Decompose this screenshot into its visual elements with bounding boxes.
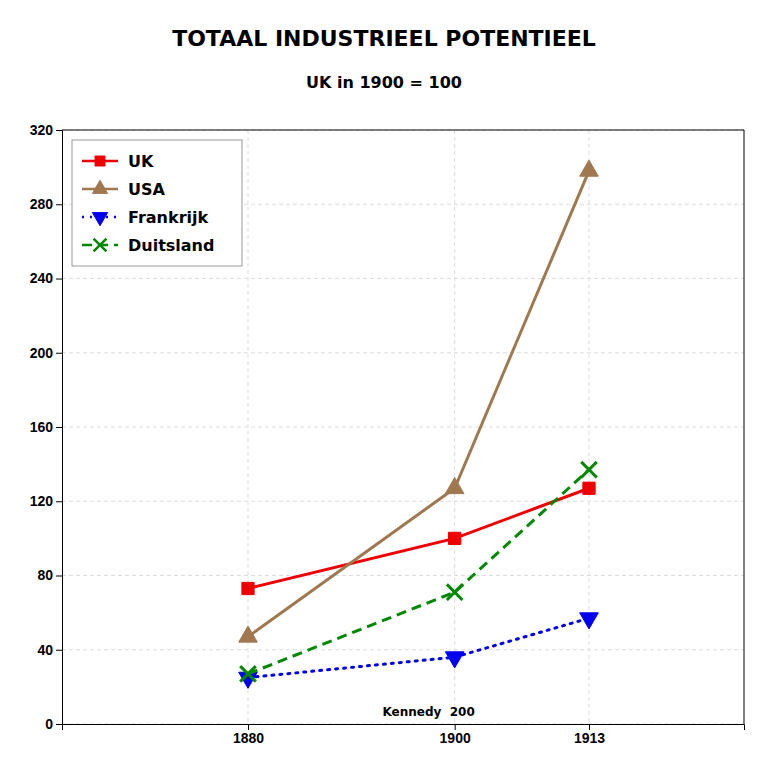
- chart: TOTAAL INDUSTRIEEL POTENTIEEL UK in 1900 …: [0, 0, 768, 768]
- tick-label: 1913: [574, 730, 605, 746]
- tick: 160: [30, 419, 62, 435]
- x-axis: 1880 1900 1913: [63, 724, 745, 746]
- plot: 1880 1900 1913 0 40 80 120 160 200 240 280 320 Kenne…: [30, 122, 745, 746]
- marker: [445, 478, 464, 494]
- marker: [580, 160, 599, 176]
- marker: [445, 652, 464, 668]
- grid-line: [62, 352, 744, 353]
- tick: 120: [30, 493, 62, 509]
- legend-marker: [92, 213, 107, 226]
- tick: 1913: [574, 724, 605, 746]
- legend-item: Frankrijk: [82, 208, 208, 227]
- tick-mark: [56, 576, 62, 577]
- tick-label: 0: [45, 716, 53, 732]
- tick: 80: [37, 567, 62, 583]
- marks: [239, 160, 599, 688]
- legend-item: UK: [82, 152, 154, 171]
- marker: [449, 532, 461, 544]
- tick-label: 1900: [440, 730, 471, 746]
- tick-mark: [56, 353, 62, 354]
- grid-line: [62, 649, 744, 650]
- grid-line: [62, 575, 744, 576]
- marker: [583, 482, 595, 494]
- legend-label: UK: [128, 152, 154, 171]
- axis-line: [63, 725, 745, 731]
- legend: UK USA Frankrijk Duitsland: [72, 140, 242, 266]
- series-line: [248, 470, 589, 674]
- legend-item: USA: [82, 180, 166, 199]
- series-line: [248, 171, 589, 637]
- legend-label: Frankrijk: [128, 208, 208, 227]
- tick-mark: [56, 427, 62, 428]
- marker: [580, 613, 599, 629]
- marker: [447, 584, 463, 600]
- tick-mark: [56, 279, 62, 280]
- tick: 1880: [233, 724, 264, 746]
- series-line: [248, 488, 589, 588]
- tick: 40: [37, 642, 62, 658]
- tick: 320: [30, 122, 62, 138]
- tick-label: 200: [30, 345, 54, 361]
- tick-mark: [56, 204, 62, 205]
- legend-marker: [94, 239, 107, 252]
- grid-line: [62, 427, 744, 428]
- tick-mark: [56, 724, 62, 725]
- tick-label: 240: [30, 270, 54, 286]
- tick-mark: [56, 130, 62, 131]
- tick-label: 320: [30, 122, 54, 138]
- annotation: Kennedy 200: [383, 705, 475, 719]
- tick: 0: [45, 716, 62, 732]
- marker: [240, 666, 256, 682]
- tick-label: 160: [30, 419, 54, 435]
- legend-item: Duitsland: [82, 236, 214, 255]
- tick-mark: [56, 650, 62, 651]
- tick-label: 80: [37, 567, 53, 583]
- series-line: [248, 618, 589, 677]
- grid-line: [62, 278, 744, 279]
- legend-box: [72, 140, 242, 266]
- axis-line: [56, 131, 63, 725]
- grid: [62, 130, 744, 724]
- legend-marker: [92, 180, 107, 193]
- tick: 240: [30, 270, 62, 286]
- legend-label: Duitsland: [128, 236, 214, 255]
- grid-line: [62, 501, 744, 502]
- tick: 200: [30, 345, 62, 361]
- marker: [581, 462, 597, 478]
- tick-label: 1880: [233, 730, 264, 746]
- tick: 1900: [440, 724, 471, 746]
- frame: [744, 130, 745, 724]
- marker: [239, 626, 258, 642]
- frame: [62, 130, 744, 131]
- tick-label: 280: [30, 196, 54, 212]
- marker: [242, 582, 254, 594]
- title: TOTAAL INDUSTRIEEL POTENTIEEL: [172, 26, 596, 51]
- y-axis: 0 40 80 120 160 200 240 280 320: [30, 122, 63, 732]
- tick: 280: [30, 196, 62, 212]
- legend-marker: [95, 156, 105, 166]
- legend-label: USA: [128, 180, 166, 199]
- tick-mark: [56, 501, 62, 502]
- tick-label: 40: [37, 642, 53, 658]
- grid-line: [62, 130, 744, 131]
- tick-label: 120: [30, 493, 54, 509]
- subtitle: UK in 1900 = 100: [306, 73, 462, 92]
